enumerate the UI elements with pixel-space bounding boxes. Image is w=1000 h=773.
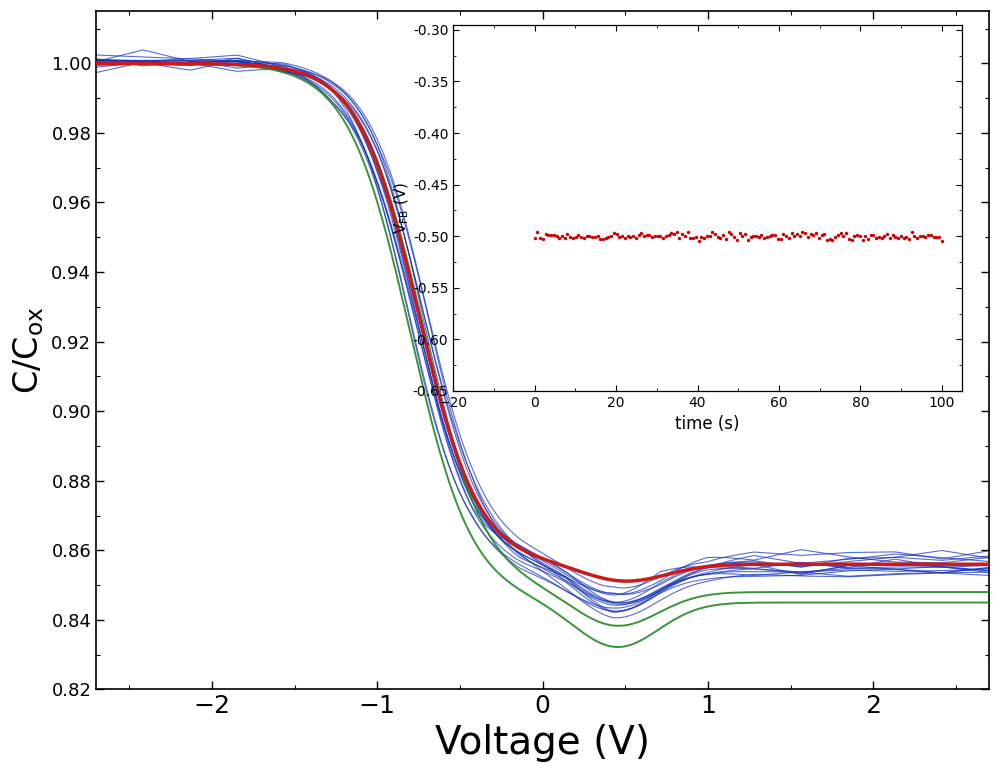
X-axis label: Voltage (V): Voltage (V) bbox=[435, 724, 650, 762]
Y-axis label: C/C$_{\rm ox}$: C/C$_{\rm ox}$ bbox=[11, 307, 46, 394]
